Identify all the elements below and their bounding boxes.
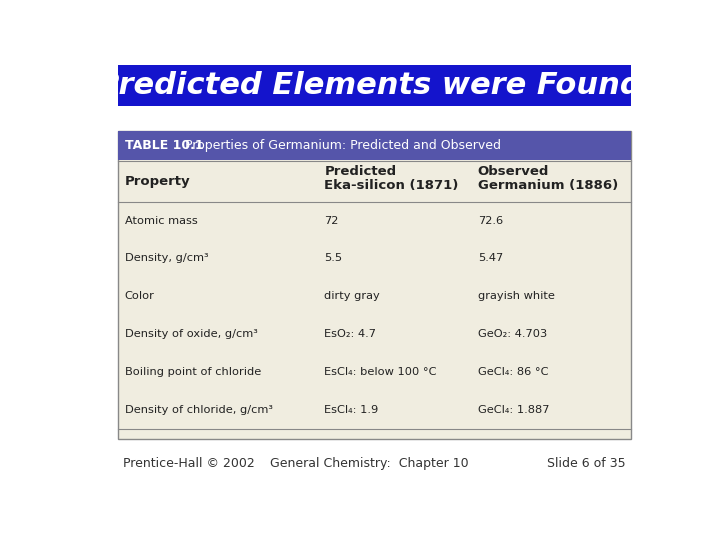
Text: Boiling point of chloride: Boiling point of chloride	[125, 367, 261, 377]
Text: Atomic mass: Atomic mass	[125, 215, 197, 226]
Text: Germanium (1886): Germanium (1886)	[478, 179, 618, 192]
Text: Slide 6 of 35: Slide 6 of 35	[547, 457, 626, 470]
FancyBboxPatch shape	[118, 131, 631, 439]
Text: Density of oxide, g/cm³: Density of oxide, g/cm³	[125, 329, 258, 339]
Text: TABLE 10.1: TABLE 10.1	[125, 139, 203, 152]
Text: Eka-silicon (1871): Eka-silicon (1871)	[324, 179, 459, 192]
Text: dirty gray: dirty gray	[324, 291, 380, 301]
Text: 5.5: 5.5	[324, 253, 343, 264]
FancyBboxPatch shape	[118, 131, 631, 160]
Text: EsO₂: 4.7: EsO₂: 4.7	[324, 329, 377, 339]
Text: Property: Property	[125, 176, 190, 188]
Text: Density of chloride, g/cm³: Density of chloride, g/cm³	[125, 404, 273, 415]
Text: 72.6: 72.6	[478, 215, 503, 226]
Text: Color: Color	[125, 291, 155, 301]
Text: Prentice-Hall © 2002: Prentice-Hall © 2002	[124, 457, 255, 470]
Text: 5.47: 5.47	[478, 253, 503, 264]
Text: EsCl₄: below 100 °C: EsCl₄: below 100 °C	[324, 367, 437, 377]
Text: GeCl₄: 1.887: GeCl₄: 1.887	[478, 404, 549, 415]
Text: grayish white: grayish white	[478, 291, 554, 301]
FancyBboxPatch shape	[118, 65, 631, 106]
Text: General Chemistry:  Chapter 10: General Chemistry: Chapter 10	[270, 457, 468, 470]
Text: 72: 72	[324, 215, 338, 226]
Text: GeO₂: 4.703: GeO₂: 4.703	[478, 329, 547, 339]
Text: GeCl₄: 86 °C: GeCl₄: 86 °C	[478, 367, 549, 377]
Text: Properties of Germanium: Predicted and Observed: Properties of Germanium: Predicted and O…	[185, 139, 501, 152]
Text: Observed: Observed	[478, 165, 549, 178]
Text: Predicted Elements were Found: Predicted Elements were Found	[96, 71, 642, 100]
Text: EsCl₄: 1.9: EsCl₄: 1.9	[324, 404, 379, 415]
Text: Predicted: Predicted	[324, 165, 397, 178]
Text: Density, g/cm³: Density, g/cm³	[125, 253, 208, 264]
